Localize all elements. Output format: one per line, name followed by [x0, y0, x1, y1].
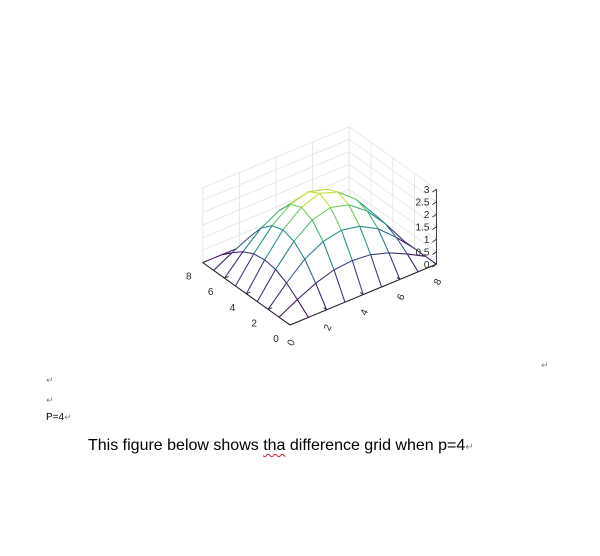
figure-caption: This figure below shows tha difference g…	[88, 437, 474, 455]
z-tick-label: 0	[424, 260, 430, 271]
z-tick-label: 2	[424, 210, 430, 221]
grid-line	[202, 151, 350, 213]
y-axis-tick	[433, 261, 437, 265]
x-tick-label: 4	[230, 303, 236, 314]
paragraph-mark: ↵	[465, 442, 474, 453]
p-value-line: P=4↵	[46, 412, 72, 423]
z-axis-tick	[432, 213, 437, 218]
grid-line	[202, 176, 350, 238]
z-tick-label: 1.5	[415, 223, 429, 234]
surface-mesh	[202, 188, 437, 326]
x-axis-tick	[224, 275, 229, 279]
z-tick-label: 3	[424, 185, 430, 196]
z-tick-label: 2.5	[415, 198, 429, 209]
z-axis-tick	[432, 226, 437, 231]
z-axis-tick	[432, 263, 437, 268]
x-axis-tick	[246, 291, 251, 295]
z-axis-tick	[432, 238, 437, 243]
caption-text-before: This figure below shows	[88, 437, 264, 454]
paragraph-mark: ↵	[46, 396, 54, 406]
x-tick-label: 0	[273, 334, 279, 345]
grid-line	[202, 138, 350, 201]
z-tick-label: 0.5	[415, 248, 429, 259]
x-tick-label: 8	[186, 272, 192, 283]
y-axis-tick	[359, 292, 364, 295]
z-axis-tick	[432, 251, 437, 256]
x-axis-tick	[289, 322, 295, 326]
p-value-label: P=4	[46, 412, 65, 423]
y-tick-label: 0	[286, 338, 299, 348]
z-tick-label: 1	[424, 235, 430, 246]
paragraph-mark: ↵	[64, 413, 72, 423]
grid-line	[348, 176, 437, 240]
y-axis-tick	[286, 322, 291, 326]
grid-line	[348, 138, 437, 203]
y-tick-label: 2	[322, 323, 335, 333]
grid-line	[348, 163, 437, 228]
caption-text-after: difference grid when p=4	[285, 437, 466, 454]
grid-line	[202, 163, 350, 226]
grid-line	[348, 126, 437, 190]
x-tick-label: 2	[251, 318, 257, 329]
z-axis-tick	[432, 201, 437, 206]
z-axis-tick	[432, 188, 437, 193]
y-axis-tick	[323, 307, 327, 311]
y-tick-label: 8	[432, 277, 445, 287]
y-tick-label: 4	[359, 307, 372, 317]
x-axis-tick	[268, 307, 273, 310]
paragraph-mark: ↵	[46, 376, 54, 386]
paragraph-mark: ↵	[541, 361, 549, 371]
x-axis-tick	[202, 260, 207, 264]
x-tick-label: 6	[208, 287, 214, 298]
grid-line	[348, 188, 437, 253]
caption-misspelled-word: tha	[263, 437, 286, 454]
y-axis-tick	[396, 276, 401, 280]
grid-line	[348, 151, 437, 215]
grid-line	[202, 126, 350, 188]
y-tick-label: 6	[395, 292, 408, 302]
